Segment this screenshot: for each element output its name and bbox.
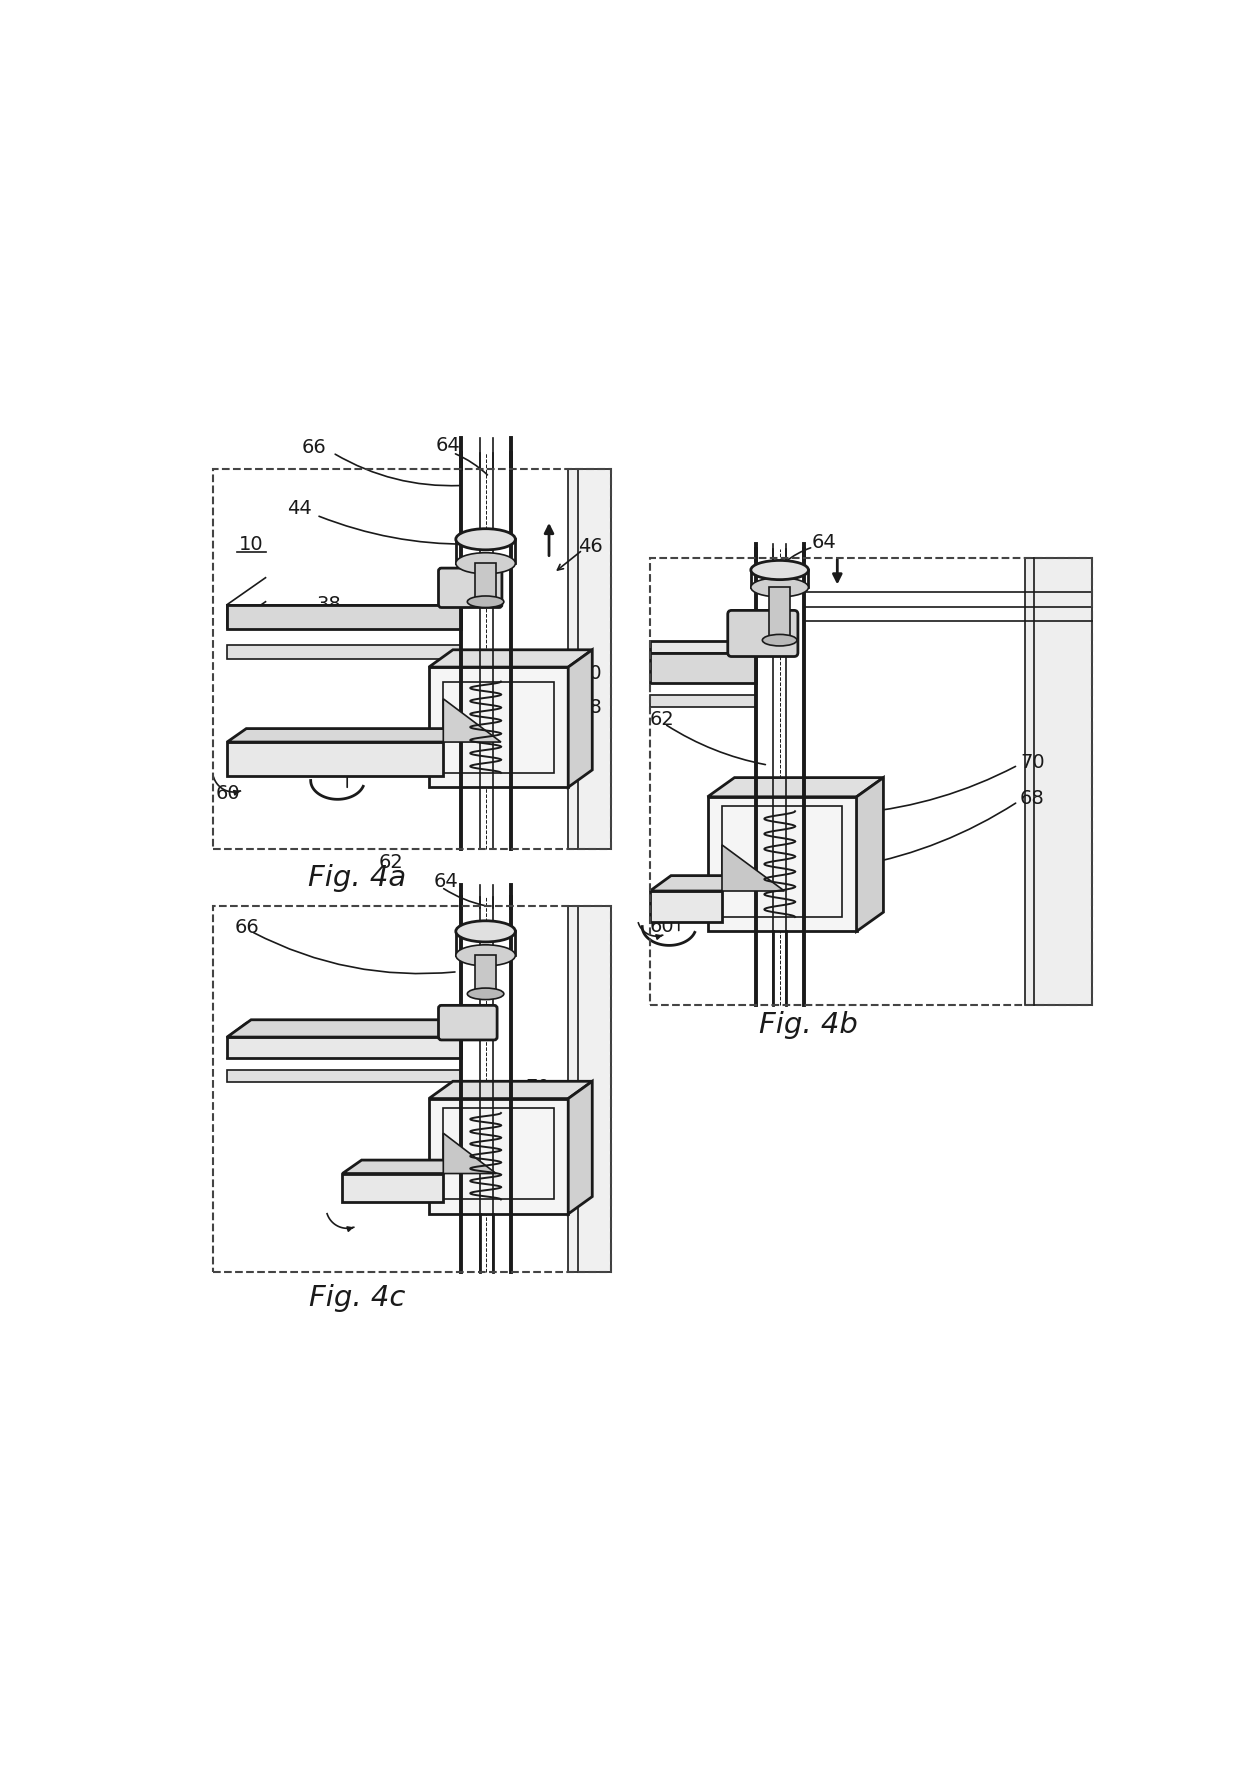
FancyBboxPatch shape xyxy=(439,1005,497,1041)
Bar xyxy=(475,564,496,602)
Text: 46: 46 xyxy=(578,537,603,555)
Text: 66: 66 xyxy=(234,919,259,937)
Polygon shape xyxy=(429,650,593,666)
Text: 62: 62 xyxy=(650,711,675,729)
Text: 70: 70 xyxy=(1019,752,1044,772)
Polygon shape xyxy=(227,1069,460,1082)
FancyBboxPatch shape xyxy=(728,611,797,657)
Text: Fig. 4c: Fig. 4c xyxy=(309,1284,405,1313)
Text: 66: 66 xyxy=(650,664,675,684)
Bar xyxy=(429,666,568,788)
Polygon shape xyxy=(444,698,501,741)
Text: 68: 68 xyxy=(525,1105,549,1123)
Polygon shape xyxy=(568,650,593,788)
Polygon shape xyxy=(650,652,755,684)
Ellipse shape xyxy=(750,578,808,596)
Polygon shape xyxy=(227,1037,460,1058)
Polygon shape xyxy=(227,741,444,776)
Text: 44: 44 xyxy=(286,500,311,518)
Bar xyxy=(429,1098,568,1214)
Ellipse shape xyxy=(456,946,516,965)
Polygon shape xyxy=(857,777,883,931)
Text: Fig. 4a: Fig. 4a xyxy=(308,863,405,892)
Bar xyxy=(213,469,611,849)
Text: 64: 64 xyxy=(434,872,459,890)
Bar xyxy=(708,797,857,931)
Polygon shape xyxy=(227,645,460,659)
Text: 38: 38 xyxy=(316,595,341,614)
Ellipse shape xyxy=(750,561,808,580)
Polygon shape xyxy=(650,876,743,890)
Bar xyxy=(769,587,790,639)
Polygon shape xyxy=(650,890,722,922)
Bar xyxy=(444,1109,554,1200)
Bar xyxy=(650,559,1092,1005)
Text: 68: 68 xyxy=(1019,790,1044,808)
Bar xyxy=(568,906,611,1272)
Text: 70: 70 xyxy=(578,664,603,684)
FancyBboxPatch shape xyxy=(439,568,502,607)
Polygon shape xyxy=(227,729,463,741)
Bar xyxy=(475,955,496,994)
Polygon shape xyxy=(342,1161,463,1173)
Ellipse shape xyxy=(456,528,516,550)
Ellipse shape xyxy=(763,634,797,647)
Text: 68: 68 xyxy=(578,698,603,716)
Bar xyxy=(213,906,611,1272)
Polygon shape xyxy=(708,777,883,797)
Bar xyxy=(722,806,842,917)
Ellipse shape xyxy=(467,989,503,999)
Text: 66: 66 xyxy=(301,437,326,457)
Text: 70: 70 xyxy=(525,1078,549,1096)
Polygon shape xyxy=(227,605,460,629)
Polygon shape xyxy=(429,1082,593,1098)
Text: 64: 64 xyxy=(435,435,460,455)
Text: 60: 60 xyxy=(216,784,241,804)
Text: Fig. 4b: Fig. 4b xyxy=(759,1010,858,1039)
Polygon shape xyxy=(722,845,785,890)
Polygon shape xyxy=(650,695,755,707)
Bar xyxy=(444,682,554,772)
Bar xyxy=(1024,559,1092,1005)
Polygon shape xyxy=(227,1019,485,1037)
Text: 10: 10 xyxy=(238,534,263,553)
Polygon shape xyxy=(342,1173,444,1202)
Polygon shape xyxy=(650,641,755,652)
Bar xyxy=(568,469,611,849)
Ellipse shape xyxy=(467,596,503,607)
Polygon shape xyxy=(568,1082,593,1214)
Text: 62: 62 xyxy=(379,853,404,872)
Polygon shape xyxy=(227,605,460,625)
Text: 64: 64 xyxy=(811,532,836,552)
Ellipse shape xyxy=(456,921,516,942)
Text: 60: 60 xyxy=(650,917,675,937)
Ellipse shape xyxy=(456,553,516,573)
Polygon shape xyxy=(444,1134,496,1173)
